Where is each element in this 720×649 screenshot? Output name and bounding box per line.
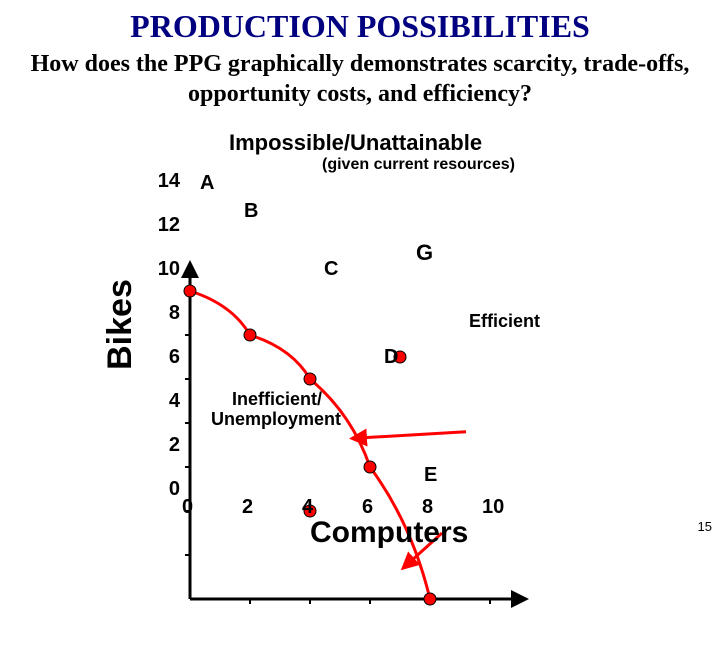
y-tick-label: 12 [158,214,180,237]
chart-svg [0,109,720,649]
point-label-a: A [200,172,214,195]
point-label-g: G [416,240,433,266]
y-tick-label: 2 [169,434,180,457]
annotation-inefficient-l1: Inefficient/ [232,389,322,410]
y-axis-label: Bikes [101,279,140,370]
point-label-e: E [424,464,437,487]
y-tick-label: 4 [169,390,180,413]
annotation-efficient: Efficient [469,311,540,332]
y-tick-label: 8 [169,302,180,325]
page-title: PRODUCTION POSSIBILITIES [0,0,720,45]
x-tick-label: 2 [242,496,253,519]
point-label-d: D [384,346,398,369]
x-tick-label: 6 [362,496,373,519]
point-label-b: B [244,200,258,223]
y-tick-label: 10 [158,258,180,281]
x-tick-label: 4 [302,496,313,519]
annotation-impossible: Impossible/Unattainable [229,130,482,156]
x-tick-label: 8 [422,496,433,519]
page-subtitle: How does the PPG graphically demonstrate… [0,45,720,109]
annotation-inefficient-l2: Unemployment [211,409,341,430]
annotation-given: (given current resources) [322,156,515,174]
slide-number: 15 [698,519,712,534]
y-tick-label: 14 [158,170,180,193]
y-tick-label: 0 [169,478,180,501]
x-tick-label: 10 [482,496,504,519]
y-tick-label: 6 [169,346,180,369]
x-axis-label: Computers [310,516,468,550]
x-tick-label: 0 [182,496,193,519]
point-label-c: C [324,258,338,281]
